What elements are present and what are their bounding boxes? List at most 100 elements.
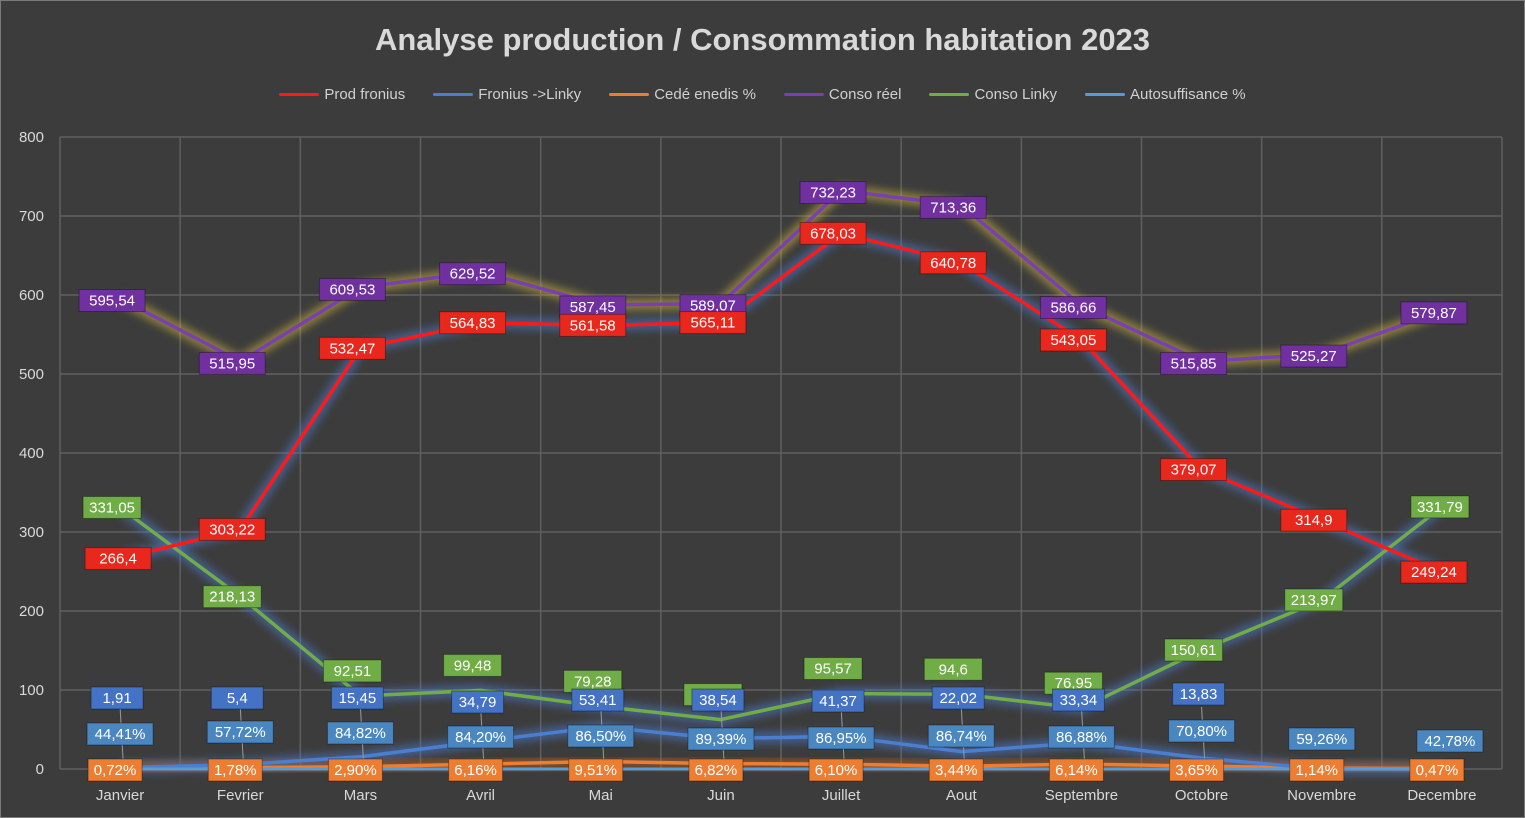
- data-label-text: 57,72%: [215, 724, 266, 741]
- legend-item[interactable]: Fronius ->Linky: [433, 86, 581, 103]
- data-label-text: 95,57: [814, 660, 852, 677]
- legend-label: Conso réel: [828, 86, 902, 103]
- data-label: 95,57: [803, 656, 863, 680]
- data-label-text: 1,14%: [1295, 762, 1338, 779]
- data-label-text: 6,82%: [695, 762, 738, 779]
- data-label-box: [1051, 688, 1105, 712]
- legend-swatch: [1085, 93, 1126, 96]
- data-label-box: [1168, 719, 1236, 743]
- data-label-box: [811, 689, 865, 713]
- data-label-box: [1160, 458, 1228, 482]
- data-label: 266,4: [84, 547, 152, 571]
- data-label: 84,82%: [326, 721, 394, 745]
- data-label-text: 34,79: [459, 694, 497, 711]
- data-label-box: [202, 585, 262, 609]
- data-label-text: 6,10%: [815, 762, 858, 779]
- data-label-text: 678,03: [810, 225, 856, 242]
- data-label-text: 9,51%: [574, 762, 617, 779]
- data-label-text: 515,85: [1171, 355, 1217, 372]
- data-label: 5,4: [210, 686, 264, 710]
- y-tick-label: 500: [19, 366, 44, 383]
- data-label: 57,72%: [206, 720, 274, 744]
- data-label-box: [559, 313, 627, 337]
- data-label-box: [1280, 508, 1348, 532]
- legend-swatch: [609, 93, 650, 96]
- data-label: 525,27: [1280, 344, 1348, 368]
- chart-title: Analyse production / Consommation habita…: [374, 22, 1151, 57]
- data-label-text: 15,45: [339, 690, 377, 707]
- data-label-text: 2,90%: [334, 762, 377, 779]
- data-label-box: [1284, 588, 1344, 612]
- data-label-box: [330, 686, 384, 710]
- data-label-text: 266,4: [99, 551, 137, 568]
- x-tick-label: Octobre: [1175, 787, 1228, 804]
- data-label: 1,91: [90, 686, 144, 710]
- data-label-text: 595,54: [89, 293, 135, 310]
- data-label-box: [1409, 758, 1465, 782]
- legend-item[interactable]: Cedé enedis %: [609, 86, 756, 103]
- data-label-text: 70,80%: [1176, 723, 1227, 740]
- data-label: 15,45: [330, 686, 384, 710]
- data-label-box: [1288, 727, 1356, 751]
- data-label: 218,13: [202, 585, 262, 609]
- data-label-text: 22,02: [939, 690, 977, 707]
- data-label: 38,54: [691, 688, 745, 712]
- data-label: 379,07: [1160, 458, 1228, 482]
- data-label: 76,95: [1043, 671, 1103, 695]
- data-label: 150,61: [1164, 638, 1224, 662]
- data-label-box: [78, 289, 146, 313]
- data-label: 629,52: [439, 262, 507, 286]
- data-label-text: 92,51: [334, 663, 372, 680]
- data-label-box: [1169, 758, 1225, 782]
- data-label-text: 515,95: [209, 355, 255, 372]
- data-label: 595,54: [78, 289, 146, 313]
- data-label-box: [1047, 725, 1115, 749]
- data-label-box: [567, 724, 635, 748]
- data-label: 3,65%: [1169, 758, 1225, 782]
- data-label: 609,53: [318, 277, 386, 301]
- legend-item[interactable]: Conso Linky: [929, 86, 1057, 103]
- data-label-text: 3,65%: [1175, 762, 1218, 779]
- legend-item[interactable]: Autosuffisance %: [1085, 86, 1246, 103]
- data-label-text: 84,20%: [455, 729, 506, 746]
- data-label-box: [82, 495, 142, 519]
- data-label-box: [687, 727, 755, 751]
- data-label-text: 561,58: [570, 317, 616, 334]
- legend-item[interactable]: Prod fronius: [279, 86, 405, 103]
- data-label-box: [1289, 758, 1345, 782]
- data-label: 94,6: [923, 657, 983, 681]
- legend-swatch: [783, 93, 824, 96]
- data-label-text: 150,61: [1171, 642, 1217, 659]
- data-label: 515,85: [1160, 351, 1228, 375]
- data-label-box: [318, 277, 386, 301]
- data-label: 86,88%: [1047, 725, 1115, 749]
- data-label: 0,47%: [1409, 758, 1465, 782]
- y-tick-label: 400: [19, 445, 44, 462]
- data-label: 42,78%: [1416, 729, 1484, 753]
- data-label-box: [1160, 351, 1228, 375]
- data-label-text: 3,44%: [935, 762, 978, 779]
- data-label-box: [568, 758, 624, 782]
- data-label-text: 99,48: [454, 657, 492, 674]
- y-tick-label: 0: [36, 761, 44, 778]
- data-label-text: 53,41: [579, 692, 617, 709]
- data-label-box: [448, 758, 504, 782]
- data-label-box: [928, 758, 984, 782]
- data-label-text: 6,16%: [454, 762, 497, 779]
- data-label-text: 525,27: [1291, 348, 1337, 365]
- data-label-text: 379,07: [1171, 462, 1217, 479]
- data-label: 565,11: [679, 311, 747, 335]
- data-label: 732,23: [799, 181, 867, 205]
- data-label-text: 0,47%: [1416, 762, 1459, 779]
- data-label-text: 564,83: [450, 315, 496, 332]
- data-label-box: [799, 181, 867, 205]
- legend-swatch: [433, 93, 474, 96]
- legend-item[interactable]: Conso réel: [783, 86, 902, 103]
- data-label: 532,47: [318, 336, 386, 360]
- data-label: 53,41: [571, 688, 625, 712]
- data-label: 33,34: [1051, 688, 1105, 712]
- data-label-text: 89,39%: [695, 731, 746, 748]
- legend-label: Cedé enedis %: [654, 86, 756, 103]
- data-label-box: [210, 686, 264, 710]
- y-tick-label: 700: [19, 208, 44, 225]
